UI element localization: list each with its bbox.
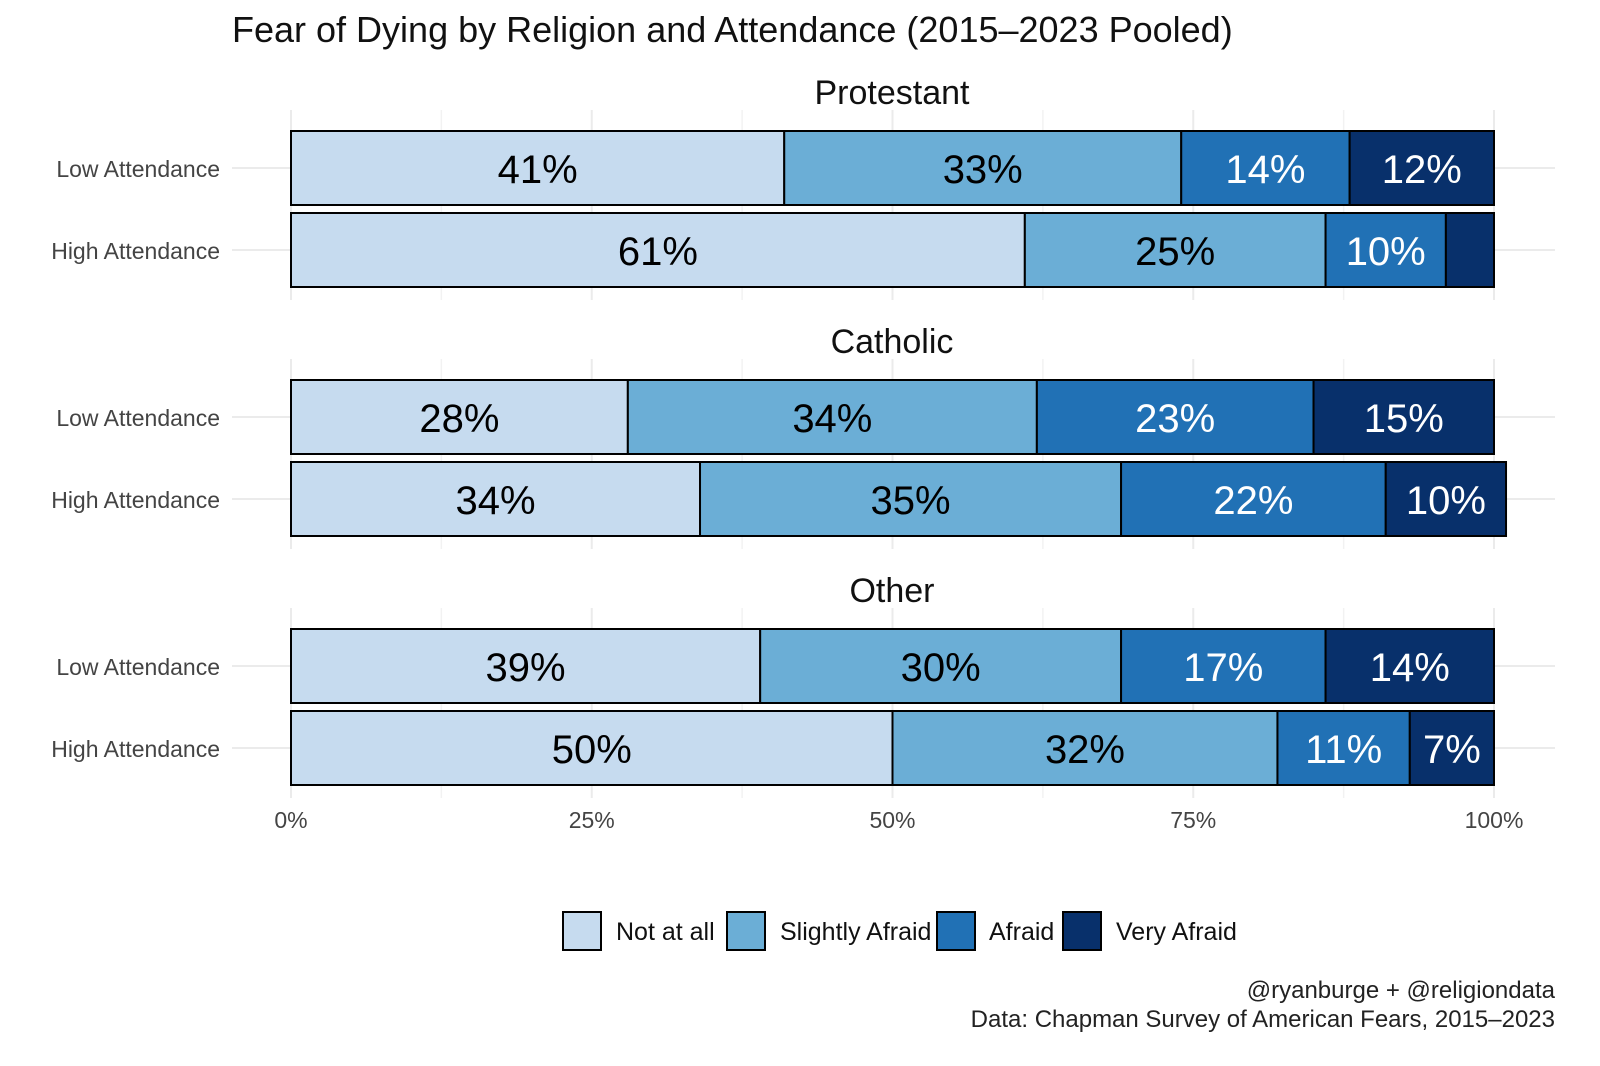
row-label: Low Attendance (56, 405, 220, 431)
bar-segment (1408, 710, 1496, 786)
legend-swatch (726, 911, 766, 951)
bar-segment (1312, 379, 1496, 455)
x-tick-label: 75% (1170, 807, 1216, 833)
panel-catholic: Catholic Low Attendance 28% 34% 23% 15% High A… (51, 323, 1555, 549)
caption-line-2: Data: Chapman Survey of American Fears, … (971, 1006, 1555, 1033)
data-label: 41% (498, 148, 578, 192)
legend-swatch (1062, 911, 1102, 951)
legend-swatch (562, 911, 602, 951)
data-label: 14% (1370, 646, 1450, 690)
bar-segment (1384, 461, 1508, 537)
data-label: 15% (1364, 397, 1444, 441)
bar-segment (1180, 130, 1351, 206)
panel-title: Catholic (831, 323, 954, 361)
bar-segment (1348, 130, 1496, 206)
bar-segment (1324, 212, 1447, 288)
row-label: High Attendance (51, 736, 220, 762)
row-label: Low Attendance (56, 654, 220, 680)
bar-segment (1444, 212, 1496, 288)
caption-line-1: @ryanburge + @religiondata (1247, 977, 1556, 1004)
data-label: 7% (1423, 728, 1481, 772)
data-label: 34% (792, 397, 872, 441)
panel-title: Other (849, 572, 934, 610)
panel-protestant: Protestant Low Attendance 41% 33% 14% 12% High… (51, 74, 1555, 300)
data-label: 28% (419, 397, 499, 441)
bar-segment (290, 379, 629, 455)
bar-segment (759, 628, 1123, 704)
bar-segment (1120, 628, 1327, 704)
data-label: 11% (1305, 728, 1382, 772)
legend-label: Not at all (616, 918, 715, 946)
x-tick-label: 50% (869, 807, 915, 833)
data-label: 35% (871, 479, 951, 523)
row-label: High Attendance (51, 487, 220, 513)
data-label: 12% (1382, 148, 1462, 192)
bar-segment (699, 461, 1123, 537)
bar-segment (1023, 212, 1327, 288)
data-label: 50% (552, 728, 632, 772)
data-label: 34% (455, 479, 535, 523)
panel-other: Other Low Attendance 39% 30% 17% 14% High Atte… (51, 572, 1555, 798)
data-label: 30% (901, 646, 981, 690)
chart-title: Fear of Dying by Religion and Attendance… (232, 9, 1233, 50)
data-label: 32% (1045, 728, 1125, 772)
x-tick-label: 0% (274, 807, 307, 833)
bar-segment (290, 212, 1026, 288)
data-label: 39% (486, 646, 566, 690)
bar-segment (1120, 461, 1387, 537)
legend-label: Very Afraid (1116, 918, 1237, 946)
data-label: 17% (1183, 646, 1263, 690)
data-label: 33% (943, 148, 1023, 192)
bar-segment (1324, 628, 1495, 704)
data-label: 10% (1406, 479, 1486, 523)
data-label: 25% (1135, 230, 1215, 274)
data-label: 23% (1135, 397, 1215, 441)
bar-segment (290, 461, 702, 537)
panel-title: Protestant (815, 74, 971, 112)
x-tick-label: 25% (569, 807, 615, 833)
bar-segment (290, 710, 894, 786)
bar-segment (626, 379, 1038, 455)
data-label: 22% (1213, 479, 1293, 523)
row-label: Low Attendance (56, 156, 220, 182)
data-label: 10% (1346, 230, 1426, 274)
legend-swatch (936, 911, 976, 951)
row-label: High Attendance (51, 238, 220, 264)
data-label: 61% (618, 230, 698, 274)
x-tick-label: 100% (1465, 807, 1524, 833)
legend: Not at all Slightly Afraid Afraid Very Afra… (562, 911, 1237, 951)
bar-segment (1276, 710, 1411, 786)
bar-segment (1035, 379, 1315, 455)
bar-segment (783, 130, 1183, 206)
legend-label: Slightly Afraid (780, 918, 931, 946)
data-label: 14% (1225, 148, 1305, 192)
legend-label: Afraid (989, 918, 1054, 946)
